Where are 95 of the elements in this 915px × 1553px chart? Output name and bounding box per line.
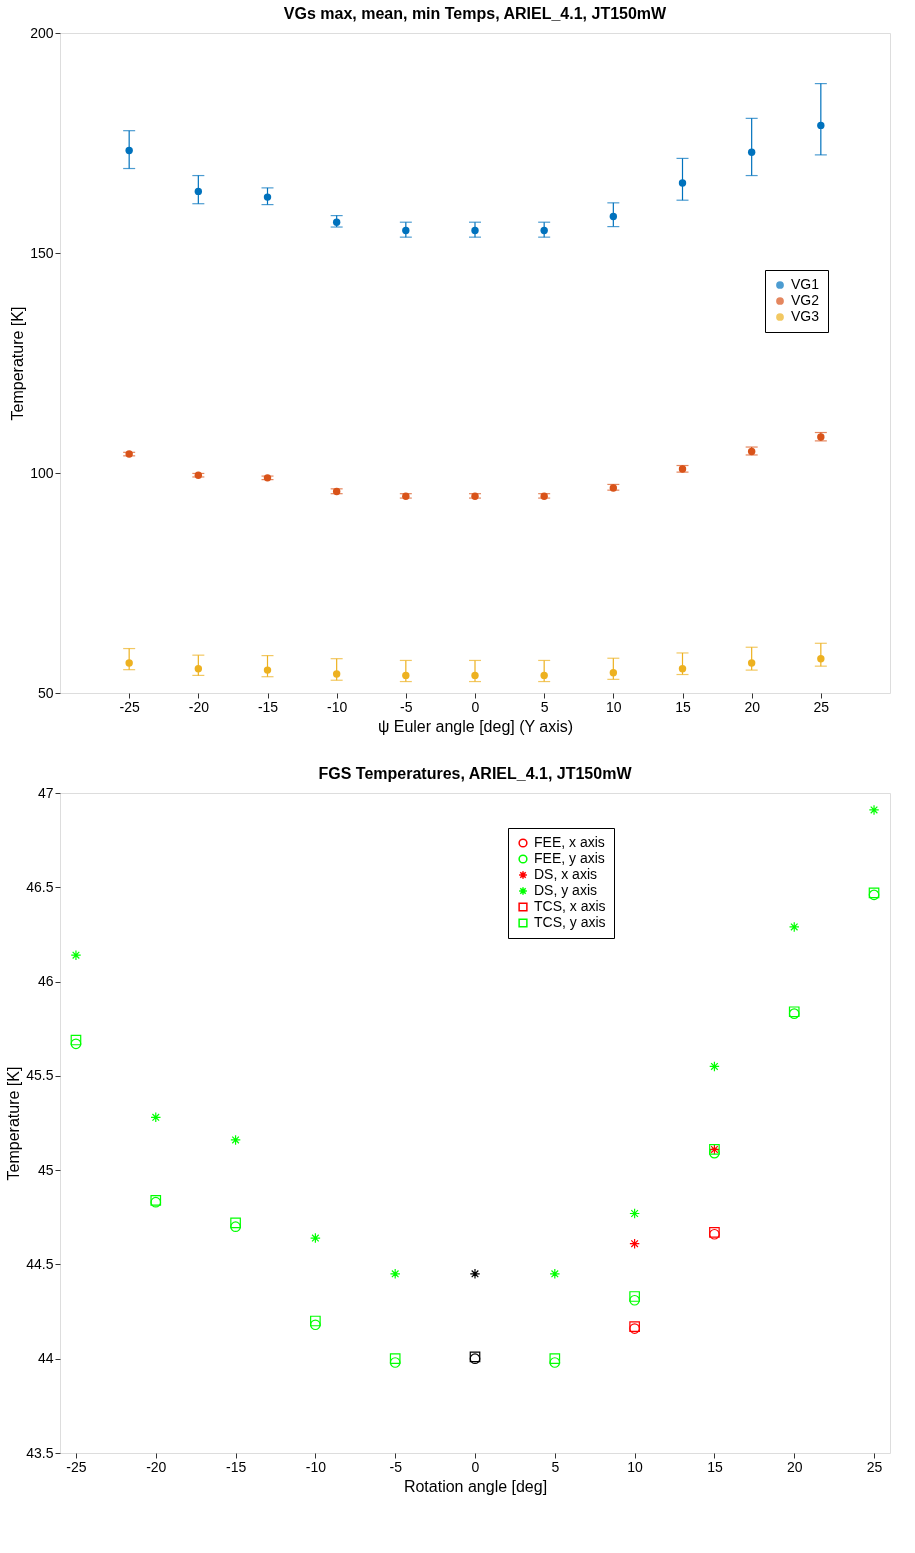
point: [788, 921, 800, 933]
point: [230, 1134, 241, 1146]
y-tick-label: 46.5: [26, 878, 54, 895]
legend-label: TCS, y axis: [534, 914, 606, 930]
point: [868, 804, 880, 816]
legend-label: VG2: [791, 292, 820, 308]
point: [70, 1034, 82, 1046]
point: [549, 1268, 561, 1280]
point: [709, 1147, 720, 1159]
point: [609, 669, 618, 677]
x-tick-label: 10: [606, 698, 622, 715]
point: [469, 1268, 481, 1280]
point: [629, 1208, 640, 1219]
y-tick-label: 50: [37, 684, 54, 701]
x-tick-label: 10: [627, 1458, 644, 1475]
x-tick-label: -10: [305, 1458, 327, 1475]
point: [678, 179, 687, 187]
x-tick-label: -20: [146, 1458, 167, 1475]
point: [471, 226, 479, 235]
point: [609, 212, 618, 221]
x-tick-label: 0: [471, 1458, 480, 1475]
chart-title: FGS Temperatures, ARIEL_4.1, JT150mW: [318, 765, 633, 782]
point: [389, 1353, 401, 1365]
y-tick-label: 100: [30, 464, 54, 481]
point: [389, 1357, 401, 1368]
point: [263, 666, 272, 674]
y-tick-label: 150: [30, 244, 54, 261]
x-tick-label: -15: [225, 1458, 247, 1475]
point: [70, 1038, 82, 1050]
x-tick-label: -15: [257, 698, 279, 715]
x-tick-label: -25: [66, 1458, 87, 1475]
legend-label: DS, x axis: [534, 866, 598, 882]
point: [471, 671, 479, 680]
x-tick-label: 5: [551, 1458, 560, 1475]
point: [310, 1319, 321, 1331]
point: [540, 226, 548, 235]
y-tick-label: 44.5: [26, 1255, 54, 1272]
x-tick-label: 25: [866, 1458, 883, 1475]
x-axis-title: ψ Euler angle [deg] (Y axis): [377, 717, 574, 735]
legend-label: FEE, y axis: [534, 850, 605, 866]
x-tick-label: -25: [119, 698, 140, 715]
point: [125, 146, 133, 155]
point: [402, 671, 410, 680]
legend-label: VG1: [791, 276, 820, 292]
legend-label: DS, y axis: [534, 882, 598, 898]
point: [549, 1353, 561, 1365]
point: [540, 671, 548, 680]
x-tick-label: 25: [813, 698, 830, 715]
y-tick-label: 46: [37, 973, 54, 990]
point: [549, 1357, 561, 1368]
y-tick-label: 200: [30, 24, 54, 41]
x-tick-label: -5: [389, 1458, 403, 1475]
point: [709, 1061, 720, 1072]
point: [629, 1238, 640, 1250]
point: [150, 1112, 162, 1123]
y-tick-label: 45: [37, 1161, 54, 1178]
x-tick-label: -20: [188, 698, 210, 715]
x-tick-label: 15: [707, 1458, 723, 1475]
x-tick-label: 20: [786, 1458, 803, 1475]
point: [678, 665, 687, 673]
y-tick-label: 47: [37, 784, 54, 801]
legend-label: TCS, x axis: [534, 898, 606, 914]
y-axis-title: Temperature [K]: [9, 306, 27, 421]
point: [310, 1315, 321, 1327]
x-axis-title: Rotation angle [deg]: [403, 1477, 548, 1495]
y-tick-label: 45.5: [26, 1067, 54, 1084]
point: [629, 1291, 640, 1302]
point: [629, 1294, 640, 1306]
x-tick-label: 15: [675, 698, 691, 715]
point: [310, 1232, 321, 1244]
point: [332, 670, 341, 678]
legend-label: VG3: [791, 308, 820, 324]
chart-title: VGs max, mean, min Temps, ARIEL_4.1, JT150mW: [283, 5, 668, 22]
y-axis-title: Temperature [K]: [5, 1066, 23, 1181]
x-tick-label: -5: [400, 698, 413, 715]
point: [389, 1268, 401, 1280]
x-tick-label: 0: [471, 698, 480, 715]
point: [230, 1217, 241, 1229]
point: [194, 187, 203, 196]
legend-label: FEE, x axis: [534, 834, 605, 850]
point: [194, 665, 203, 673]
y-tick-label: 43.5: [26, 1444, 54, 1461]
point: [747, 148, 756, 156]
point: [817, 654, 825, 663]
point: [125, 659, 133, 667]
y-tick-label: 44: [37, 1350, 54, 1367]
x-tick-label: 5: [540, 698, 549, 715]
point: [230, 1221, 241, 1233]
point: [402, 226, 410, 235]
point: [747, 659, 756, 667]
point: [817, 121, 825, 130]
point: [263, 193, 272, 201]
x-tick-label: -10: [327, 698, 348, 715]
point: [70, 949, 82, 961]
x-tick-label: 20: [744, 698, 761, 715]
